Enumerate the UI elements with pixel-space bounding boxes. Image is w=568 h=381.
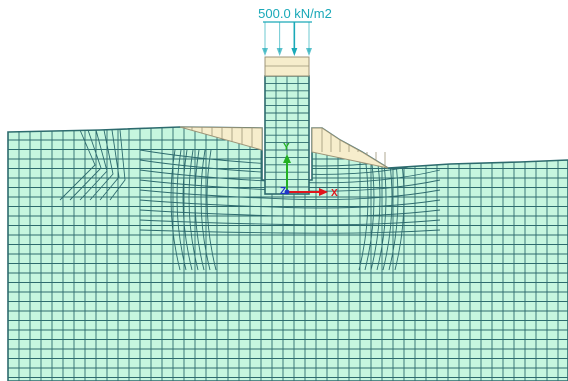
refined-mesh-curve [206,149,217,271]
interface-mesh [191,127,386,166]
load-arrow-head [276,48,283,56]
refined-mesh-curve [182,149,193,271]
y-axis-arrowhead [283,154,291,163]
refined-mesh-curve [99,129,120,201]
column-cap-element [264,56,310,77]
refined-mesh-curve [139,199,441,209]
refined-mesh-curve [188,149,199,271]
refined-mesh-curve [170,149,181,271]
refined-mesh-curve [69,129,102,201]
refined-mesh-curve [59,129,96,201]
soil-domain [7,126,568,381]
load-arrow-head [306,48,312,56]
axis-triad[interactable]: Y X Z [280,142,338,199]
load-magnitude-label: 500.0 kN/m2 [258,6,332,21]
refined-mesh-curve [139,219,441,226]
load-arrow-head [262,48,268,56]
left-interface-wedge [179,126,263,151]
y-axis-label: Y [283,142,290,153]
refined-mesh-curve [176,149,187,271]
refined-mesh-curve [194,149,205,271]
x-axis-label: X [331,188,338,199]
load-arrow-head [291,48,298,56]
refined-mesh-curve [139,189,441,201]
z-axis-label: Z [280,186,286,197]
refined-mesh-curve [200,149,211,271]
refined-mesh-curve [79,129,108,201]
refined-mesh-curve [139,229,441,234]
interface-elements [179,126,389,169]
distributed-load[interactable]: 500.0 kN/m2 [258,6,332,56]
soil-mesh [8,127,568,381]
refined-mesh-curve [89,129,114,201]
z-axis-origin [284,189,290,195]
refined-mesh-curve [109,129,126,201]
x-axis-arrowhead [319,188,328,196]
load-arrows [262,22,312,56]
